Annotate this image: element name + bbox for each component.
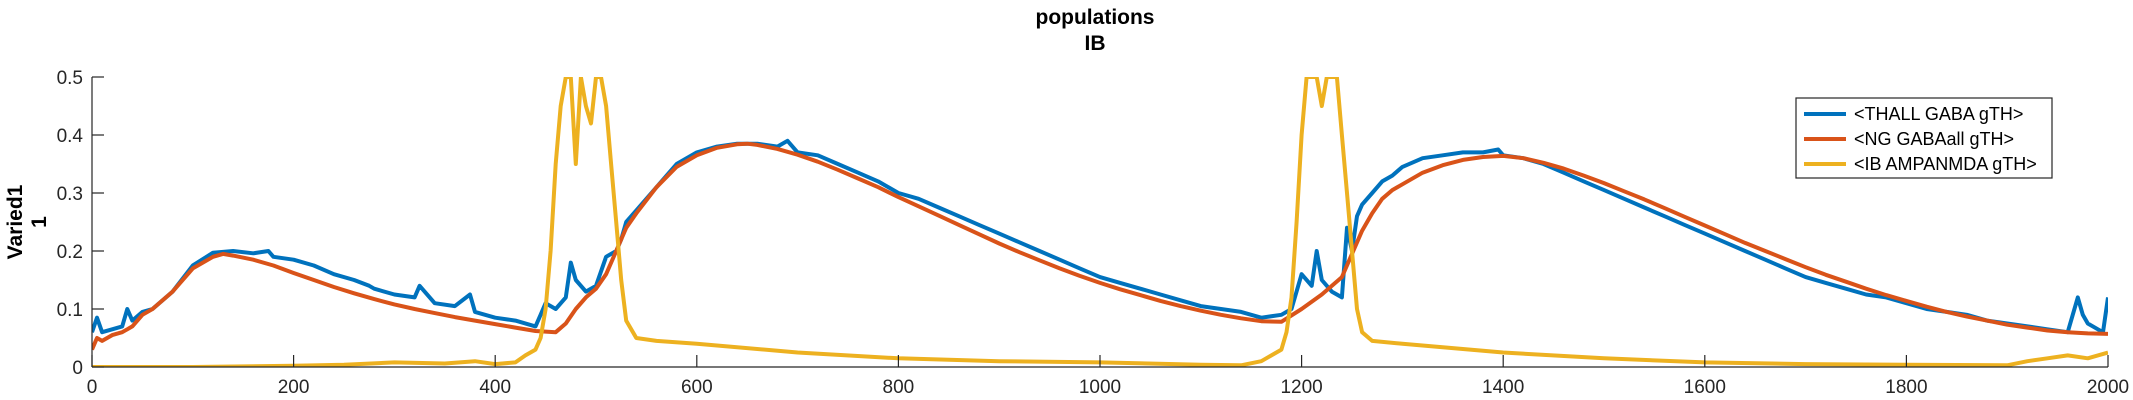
x-tick-label: 2000 (2087, 377, 2129, 398)
x-tick-label: 0 (87, 377, 98, 398)
x-tick-label: 800 (883, 377, 915, 398)
series-line-1 (92, 138, 2108, 335)
y-axis-label: Varied1 1 (4, 184, 51, 259)
chart-title-line-2: IB (1085, 32, 1106, 55)
x-tick-label: 1200 (1280, 377, 1322, 398)
y-axis-label-line-1: Varied1 (4, 184, 27, 259)
x-tick-label: 1000 (1079, 377, 1121, 398)
legend-label-2: <NG GABAall gTH> (1854, 129, 2014, 149)
x-tick-label: 200 (278, 377, 310, 398)
x-tick-label: 1600 (1684, 377, 1726, 398)
x-tick-label: 400 (479, 377, 511, 398)
series-line-2 (92, 141, 2108, 351)
y-tick-label: 0 (72, 358, 83, 379)
y-tick-label: 0.3 (57, 184, 83, 205)
series-line-3 (92, 77, 2108, 367)
x-tick-label: 1400 (1482, 377, 1524, 398)
legend: <THALL GABA gTH> <NG GABAall gTH> <IB AMPA… (1795, 97, 2053, 179)
plot-area: 0 200 400 600 800 1000 1200 1400 1600 1800 2000 0 0.… (57, 68, 2130, 398)
y-tick-label: 0.1 (57, 300, 83, 321)
legend-label-1: <THALL GABA gTH> (1854, 104, 2023, 124)
chart-title-line-1: populations (1036, 6, 1155, 29)
y-axis-label-line-2: 1 (28, 216, 51, 228)
legend-label-3: <IB AMPANMDA gTH> (1854, 154, 2037, 174)
y-tick-label: 0.2 (57, 242, 83, 263)
y-tick-label: 0.5 (57, 68, 83, 89)
x-tick-label: 1800 (1885, 377, 1927, 398)
y-tick-label: 0.4 (57, 126, 84, 147)
x-tick-label: 600 (681, 377, 713, 398)
